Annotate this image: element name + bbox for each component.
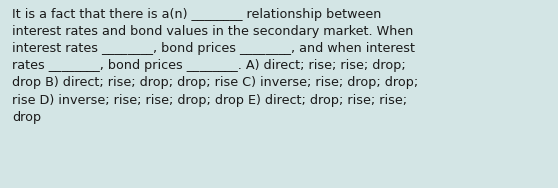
Text: It is a fact that there is a(n) ________ relationship between
interest rates and: It is a fact that there is a(n) ________… (12, 8, 418, 124)
